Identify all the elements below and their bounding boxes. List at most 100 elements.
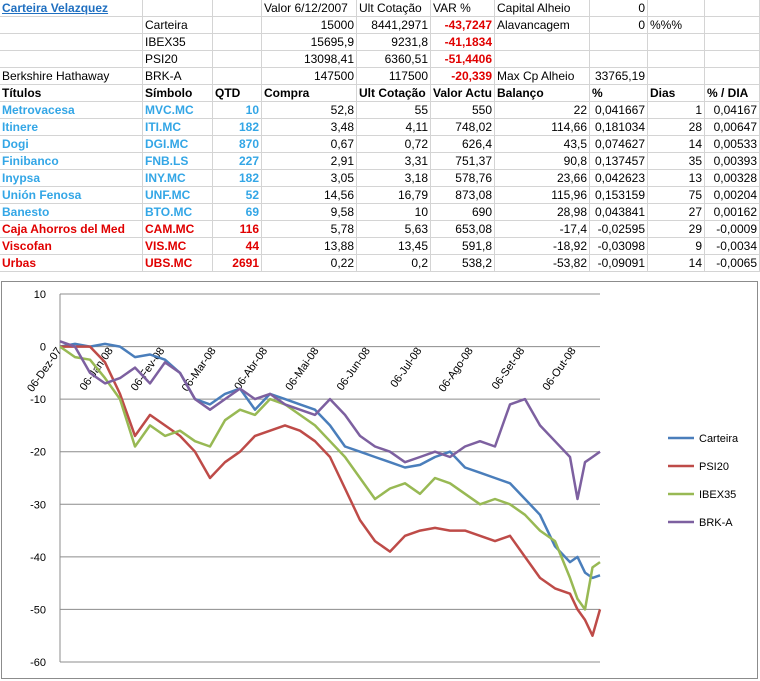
cell-r7-c4[interactable]: 4,11 xyxy=(357,119,431,136)
cell-r2-c2[interactable] xyxy=(213,34,262,51)
cell-r3-c8[interactable] xyxy=(648,51,705,68)
cell-r0-c3[interactable]: Valor 6/12/2007 xyxy=(262,0,357,17)
cell-r6-c9[interactable]: 0,04167 xyxy=(705,102,760,119)
cell-r7-c6[interactable]: 114,66 xyxy=(495,119,590,136)
cell-r0-c1[interactable] xyxy=(143,0,213,17)
cell-r5-c1[interactable]: Símbolo xyxy=(143,85,213,102)
cell-r14-c3[interactable]: 13,88 xyxy=(262,238,357,255)
cell-r8-c1[interactable]: DGI.MC xyxy=(143,136,213,153)
cell-r0-c4[interactable]: Ult Cotação xyxy=(357,0,431,17)
cell-r6-c8[interactable]: 1 xyxy=(648,102,705,119)
cell-r10-c2[interactable]: 182 xyxy=(213,170,262,187)
cell-r11-c7[interactable]: 0,153159 xyxy=(590,187,648,204)
cell-r9-c5[interactable]: 751,37 xyxy=(431,153,495,170)
cell-r2-c0[interactable] xyxy=(0,34,143,51)
cell-r7-c7[interactable]: 0,181034 xyxy=(590,119,648,136)
cell-r12-c5[interactable]: 690 xyxy=(431,204,495,221)
cell-r2-c3[interactable]: 15695,9 xyxy=(262,34,357,51)
cell-r12-c9[interactable]: 0,00162 xyxy=(705,204,760,221)
cell-r13-c6[interactable]: -17,4 xyxy=(495,221,590,238)
cell-r1-c8[interactable]: %%% xyxy=(648,17,705,34)
cell-r1-c7[interactable]: 0 xyxy=(590,17,648,34)
cell-r4-c7[interactable]: 33765,19 xyxy=(590,68,648,85)
cell-r8-c7[interactable]: 0,074627 xyxy=(590,136,648,153)
cell-r9-c4[interactable]: 3,31 xyxy=(357,153,431,170)
cell-r15-c8[interactable]: 14 xyxy=(648,255,705,272)
cell-r5-c0[interactable]: Títulos xyxy=(0,85,143,102)
cell-r0-c9[interactable] xyxy=(705,0,760,17)
cell-r1-c5[interactable]: -43,7247 xyxy=(431,17,495,34)
cell-r3-c1[interactable]: PSI20 xyxy=(143,51,213,68)
cell-r11-c8[interactable]: 75 xyxy=(648,187,705,204)
cell-r14-c5[interactable]: 591,8 xyxy=(431,238,495,255)
cell-r5-c7[interactable]: % xyxy=(590,85,648,102)
cell-r12-c1[interactable]: BTO.MC xyxy=(143,204,213,221)
cell-r14-c9[interactable]: -0,0034 xyxy=(705,238,760,255)
cell-r2-c9[interactable] xyxy=(705,34,760,51)
cell-r5-c8[interactable]: Dias xyxy=(648,85,705,102)
cell-r5-c6[interactable]: Balanço xyxy=(495,85,590,102)
cell-r15-c3[interactable]: 0,22 xyxy=(262,255,357,272)
cell-r10-c3[interactable]: 3,05 xyxy=(262,170,357,187)
cell-r2-c8[interactable] xyxy=(648,34,705,51)
cell-r0-c7[interactable]: 0 xyxy=(590,0,648,17)
cell-r4-c6[interactable]: Max Cp Alheio xyxy=(495,68,590,85)
cell-r4-c2[interactable] xyxy=(213,68,262,85)
cell-r5-c4[interactable]: Ult Cotação xyxy=(357,85,431,102)
cell-r15-c7[interactable]: -0,09091 xyxy=(590,255,648,272)
cell-r10-c1[interactable]: INY.MC xyxy=(143,170,213,187)
cell-r3-c0[interactable] xyxy=(0,51,143,68)
cell-r3-c6[interactable] xyxy=(495,51,590,68)
cell-r7-c5[interactable]: 748,02 xyxy=(431,119,495,136)
cell-r10-c6[interactable]: 23,66 xyxy=(495,170,590,187)
cell-r4-c9[interactable] xyxy=(705,68,760,85)
cell-r12-c4[interactable]: 10 xyxy=(357,204,431,221)
cell-r6-c3[interactable]: 52,8 xyxy=(262,102,357,119)
cell-r6-c7[interactable]: 0,041667 xyxy=(590,102,648,119)
cell-r11-c6[interactable]: 115,96 xyxy=(495,187,590,204)
cell-r1-c0[interactable] xyxy=(0,17,143,34)
cell-r12-c2[interactable]: 69 xyxy=(213,204,262,221)
cell-r8-c5[interactable]: 626,4 xyxy=(431,136,495,153)
cell-r11-c4[interactable]: 16,79 xyxy=(357,187,431,204)
cell-r4-c4[interactable]: 117500 xyxy=(357,68,431,85)
cell-r1-c6[interactable]: Alavancagem xyxy=(495,17,590,34)
cell-r0-c5[interactable]: VAR % xyxy=(431,0,495,17)
cell-r12-c3[interactable]: 9,58 xyxy=(262,204,357,221)
cell-r13-c0[interactable]: Caja Ahorros del Med xyxy=(0,221,143,238)
cell-r10-c9[interactable]: 0,00328 xyxy=(705,170,760,187)
cell-r15-c1[interactable]: UBS.MC xyxy=(143,255,213,272)
cell-r14-c2[interactable]: 44 xyxy=(213,238,262,255)
cell-r7-c3[interactable]: 3,48 xyxy=(262,119,357,136)
cell-r3-c7[interactable] xyxy=(590,51,648,68)
cell-r10-c8[interactable]: 13 xyxy=(648,170,705,187)
cell-r9-c6[interactable]: 90,8 xyxy=(495,153,590,170)
cell-r0-c8[interactable] xyxy=(648,0,705,17)
cell-r14-c1[interactable]: VIS.MC xyxy=(143,238,213,255)
cell-r15-c9[interactable]: -0,0065 xyxy=(705,255,760,272)
cell-r0-c6[interactable]: Capital Alheio xyxy=(495,0,590,17)
cell-r6-c1[interactable]: MVC.MC xyxy=(143,102,213,119)
cell-r9-c7[interactable]: 0,137457 xyxy=(590,153,648,170)
cell-r7-c1[interactable]: ITI.MC xyxy=(143,119,213,136)
cell-r15-c0[interactable]: Urbas xyxy=(0,255,143,272)
cell-r15-c6[interactable]: -53,82 xyxy=(495,255,590,272)
cell-r5-c9[interactable]: % / DIA xyxy=(705,85,760,102)
cell-r5-c2[interactable]: QTD xyxy=(213,85,262,102)
cell-r2-c5[interactable]: -41,1834 xyxy=(431,34,495,51)
cell-r4-c0[interactable]: Berkshire Hathaway xyxy=(0,68,143,85)
cell-r15-c2[interactable]: 2691 xyxy=(213,255,262,272)
cell-r7-c2[interactable]: 182 xyxy=(213,119,262,136)
cell-r1-c9[interactable] xyxy=(705,17,760,34)
cell-r7-c9[interactable]: 0,00647 xyxy=(705,119,760,136)
cell-r8-c2[interactable]: 870 xyxy=(213,136,262,153)
cell-r12-c0[interactable]: Banesto xyxy=(0,204,143,221)
cell-r3-c9[interactable] xyxy=(705,51,760,68)
cell-r5-c5[interactable]: Valor Actu xyxy=(431,85,495,102)
cell-r3-c5[interactable]: -51,4406 xyxy=(431,51,495,68)
cell-r13-c9[interactable]: -0,0009 xyxy=(705,221,760,238)
cell-r0-c0[interactable]: Carteira Velazquez xyxy=(0,0,143,17)
cell-r13-c3[interactable]: 5,78 xyxy=(262,221,357,238)
cell-r6-c2[interactable]: 10 xyxy=(213,102,262,119)
cell-r8-c4[interactable]: 0,72 xyxy=(357,136,431,153)
